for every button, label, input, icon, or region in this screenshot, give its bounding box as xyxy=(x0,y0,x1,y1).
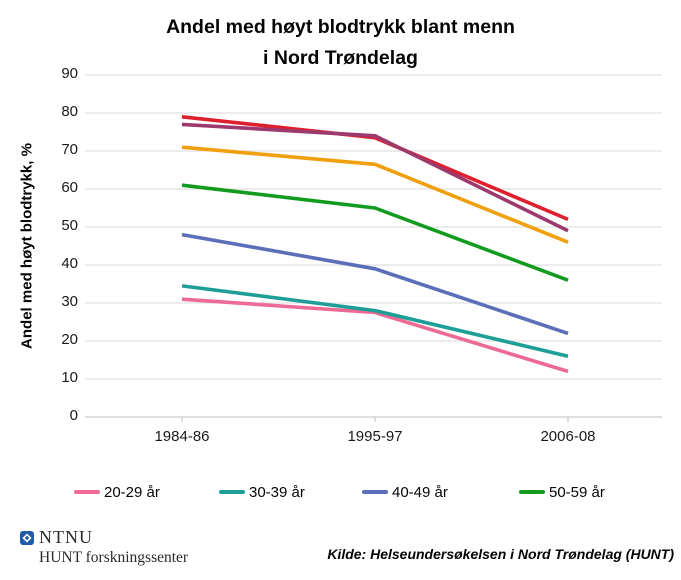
y-tick-label-90: 90 xyxy=(61,65,78,82)
y-tick-label-20: 20 xyxy=(61,331,78,348)
legend-item-20-29-ar: 20-29 år xyxy=(74,483,160,501)
y-tick-label-30: 30 xyxy=(61,293,78,310)
series-line-50-59-ar xyxy=(181,183,569,282)
chart-title-line1: Andel med høyt blodtrykk blant menn xyxy=(166,16,515,38)
ntnu-logo-icon xyxy=(20,531,34,545)
y-tick-label-70: 70 xyxy=(61,141,78,158)
y-tick-label-40: 40 xyxy=(61,255,78,272)
y-tick-label-80: 80 xyxy=(61,103,78,120)
y-tick-label-10: 10 xyxy=(61,369,78,386)
series-line-40-49-ar xyxy=(181,232,569,336)
ntnu-wordmark: NTNU xyxy=(39,527,93,547)
y-tick-label-60: 60 xyxy=(61,179,78,196)
legend-item-40-49-ar: 40-49 år xyxy=(362,483,448,501)
y-tick-label-50: 50 xyxy=(61,217,78,234)
legend-label-40-49-ar: 40-49 år xyxy=(392,483,448,501)
chart-svg xyxy=(85,74,662,422)
y-axis-title: Andel med høyt blodtrykk, % xyxy=(18,143,36,349)
legend-label-30-39-ar: 30-39 år xyxy=(249,483,305,501)
legend-label-50-59-ar: 50-59 år xyxy=(549,483,605,501)
chart-title: Andel med høyt blodtrykk blant menn i No… xyxy=(0,12,681,74)
x-tick-label-1984-86: 1984-86 xyxy=(154,428,210,445)
series-line-20-29-ar xyxy=(181,297,569,374)
series-line-30-39-ar xyxy=(181,284,569,358)
x-tick-label-1995-97: 1995-97 xyxy=(347,428,403,445)
legend-label-20-29-ar: 20-29 år xyxy=(104,483,160,501)
legend-swatch-50-59-ar xyxy=(519,490,545,494)
series-line-purple-unlabeled xyxy=(181,122,569,233)
legend-swatch-40-49-ar xyxy=(362,490,388,494)
legend-item-30-39-ar: 30-39 år xyxy=(219,483,305,501)
legend-swatch-30-39-ar xyxy=(219,490,245,494)
source-credit: Kilde: Helseundersøkelsen i Nord Trøndel… xyxy=(327,546,674,562)
series-line-orange-unlabeled xyxy=(181,145,569,244)
chart-title-line2: i Nord Trøndelag xyxy=(263,47,418,69)
x-tick-label-2006-08: 2006-08 xyxy=(540,428,596,445)
ntnu-footer-block: NTNU HUNT forskningssenter xyxy=(20,528,188,568)
legend-swatch-20-29-ar xyxy=(74,490,100,494)
y-tick-label-0: 0 xyxy=(69,407,78,424)
hunt-forskningssenter-label: HUNT forskningssenter xyxy=(39,549,189,566)
legend-item-50-59-ar: 50-59 år xyxy=(519,483,605,501)
